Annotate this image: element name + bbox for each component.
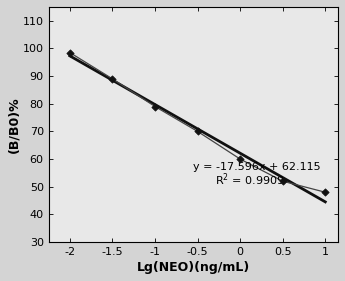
Point [110,77,115,81]
Y-axis label: (B/B0)%: (B/B0)% [7,96,20,153]
Text: R$^2$ = 0.9909: R$^2$ = 0.9909 [215,171,284,188]
Point [67,50,73,55]
Point [280,179,285,183]
Text: y = -17.596x + 62.115: y = -17.596x + 62.115 [193,162,321,172]
Point [152,104,158,109]
Point [323,190,328,194]
Point [195,129,200,134]
Point [237,157,243,161]
X-axis label: Lg(NEO)(ng/mL): Lg(NEO)(ng/mL) [137,261,250,274]
